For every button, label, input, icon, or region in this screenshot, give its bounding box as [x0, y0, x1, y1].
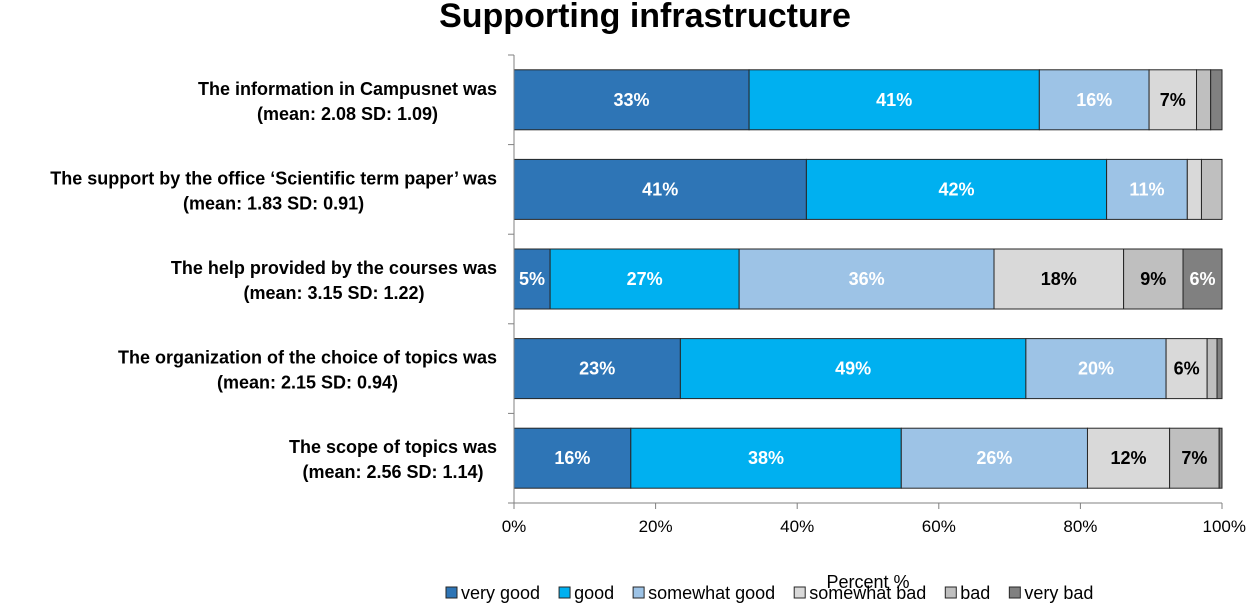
- data-label: 41%: [642, 179, 678, 199]
- x-tick-label: 60%: [922, 517, 956, 536]
- bar-segment-very-good-row-2: [513, 158, 807, 220]
- bar-segment-very-bad-row-1: [1210, 69, 1223, 131]
- data-label: 49%: [835, 359, 871, 379]
- category-stats-label: (mean: 2.08 SD: 1.09): [257, 104, 438, 124]
- data-label: 11%: [1129, 179, 1164, 199]
- legend-label: very good: [461, 583, 540, 603]
- x-axis: 0% 20% 40% 60% 80% 100%: [502, 54, 1246, 536]
- bar-segment-bad-row-1: [1196, 69, 1212, 131]
- legend-label: very bad: [1024, 583, 1093, 603]
- legend-swatch-somewhat-bad: [793, 586, 806, 599]
- legend-swatch-very-good: [445, 586, 458, 599]
- data-label: 36%: [849, 269, 885, 289]
- bar-segment-somewhat-good-row-2: [1106, 158, 1188, 220]
- bar-segment-bad-row-2: [1200, 158, 1223, 220]
- bar-segment-good-row-5: [630, 427, 902, 489]
- bar-segment-good-row-2: [805, 158, 1108, 220]
- legend-label: good: [574, 583, 614, 603]
- category-stats-label: (mean: 1.83 SD: 0.91): [183, 193, 364, 213]
- bar-segment-somewhat-bad-row-2: [1186, 158, 1202, 220]
- category-labels: The information in Campusnet was (mean: 2…: [50, 79, 497, 482]
- bar-segment-bad-row-4: [1206, 338, 1218, 400]
- category-stats-label: (mean: 2.56 SD: 1.14): [302, 462, 483, 482]
- category-stats-label: (mean: 2.15 SD: 0.94): [217, 373, 398, 393]
- data-label: 16%: [1076, 90, 1112, 110]
- bar-segment-bad-row-3: [1123, 248, 1184, 310]
- data-label: 5%: [519, 269, 545, 289]
- category-label: The help provided by the courses was: [171, 258, 497, 278]
- bar-segment-somewhat-bad-row-5: [1086, 427, 1171, 489]
- legend-swatch-very-bad: [1008, 586, 1021, 599]
- bar-segment-very-good-row-1: [513, 69, 750, 131]
- x-axis-label: Percent %: [826, 572, 909, 592]
- data-label: 6%: [1174, 359, 1200, 379]
- chart-title: Supporting infrastructure: [439, 0, 851, 35]
- legend-swatch-good: [558, 586, 571, 599]
- bar-segment-very-bad-row-4: [1216, 338, 1223, 400]
- bar-segment-good-row-1: [748, 69, 1040, 131]
- legend-swatch-bad: [944, 586, 957, 599]
- data-label: 18%: [1041, 269, 1077, 289]
- x-tick-label: 20%: [639, 517, 673, 536]
- legend-label: somewhat good: [648, 583, 775, 603]
- bar-segment-very-good-row-4: [513, 338, 681, 400]
- data-label: 42%: [938, 179, 974, 199]
- data-label: 12%: [1111, 448, 1147, 468]
- category-label: The support by the office ‘Scientific te…: [50, 168, 497, 188]
- data-label: 7%: [1181, 448, 1207, 468]
- bar-segment-somewhat-good-row-5: [900, 427, 1088, 489]
- data-label: 38%: [748, 448, 784, 468]
- legend-swatch-somewhat-good: [632, 586, 645, 599]
- plot-area: 33% 41% 16% 7% 41% 42% 11% 5% 27% 36% 18% 9% 6% 23% 49…: [513, 69, 1223, 489]
- data-label: 26%: [976, 448, 1012, 468]
- data-label: 6%: [1190, 269, 1216, 289]
- data-label: 20%: [1078, 359, 1114, 379]
- x-tick-label: 80%: [1063, 517, 1097, 536]
- bar-segment-very-bad-row-5: [1218, 427, 1223, 489]
- data-label: 7%: [1160, 90, 1186, 110]
- category-label: The organization of the choice of topics…: [118, 348, 497, 368]
- bar-segment-somewhat-good-row-1: [1038, 69, 1150, 131]
- data-label: 33%: [614, 90, 650, 110]
- bar-segment-somewhat-bad-row-4: [1165, 338, 1208, 400]
- category-stats-label: (mean: 3.15 SD: 1.22): [243, 283, 424, 303]
- x-tick-label: 0%: [502, 517, 527, 536]
- data-label: 16%: [554, 448, 590, 468]
- bar-segment-good-row-4: [679, 338, 1027, 400]
- legend: very good good somewhat good somewhat bad ba…: [445, 583, 1093, 603]
- data-label: 9%: [1140, 269, 1166, 289]
- x-tick-label: 100%: [1203, 517, 1246, 536]
- bar-segment-somewhat-good-row-3: [738, 248, 995, 310]
- bar-segment-good-row-3: [549, 248, 740, 310]
- data-label: 41%: [876, 90, 912, 110]
- bar-segment-very-bad-row-3: [1182, 248, 1223, 310]
- category-label: The scope of topics was: [289, 437, 497, 457]
- data-label: 23%: [579, 359, 615, 379]
- bar-segment-somewhat-good-row-4: [1025, 338, 1167, 400]
- legend-label: bad: [960, 583, 990, 603]
- data-label: 27%: [627, 269, 663, 289]
- legend-label: somewhat bad: [809, 583, 926, 603]
- category-label: The information in Campusnet was: [198, 79, 497, 99]
- bar-segment-bad-row-5: [1169, 427, 1220, 489]
- x-tick-label: 40%: [780, 517, 814, 536]
